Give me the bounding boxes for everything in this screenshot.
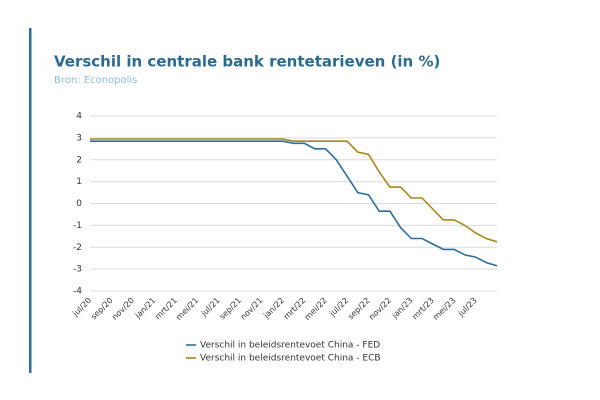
accent-bar xyxy=(29,28,32,373)
x-tick-label: jul/23 xyxy=(456,296,479,319)
y-tick-label: -2 xyxy=(73,243,82,253)
chart-title: Verschil in centrale bank rentetarieven … xyxy=(54,53,440,71)
x-tick-label: nov/20 xyxy=(110,296,136,322)
x-tick-label: sep/22 xyxy=(346,296,371,321)
y-tick-label: -4 xyxy=(73,287,82,297)
x-tick-label: mei/22 xyxy=(303,296,329,322)
x-tick-label: sep/20 xyxy=(89,296,114,321)
y-tick-label: -3 xyxy=(73,265,82,275)
x-tick-label: nov/22 xyxy=(367,296,393,322)
y-tick-label: 1 xyxy=(76,177,82,187)
x-tick-label: mei/21 xyxy=(174,296,200,322)
x-tick-label: jan/23 xyxy=(390,296,415,321)
chart-subtitle: Bron: Econopolis xyxy=(54,75,137,86)
line xyxy=(90,140,498,267)
x-tick-label: nov/21 xyxy=(239,296,265,322)
y-tick-label: -1 xyxy=(73,221,82,231)
y-tick-label: 3 xyxy=(76,133,82,143)
x-tick-label: jan/21 xyxy=(133,296,158,321)
line xyxy=(90,138,498,243)
x-tick-label: mei/23 xyxy=(431,296,457,322)
x-tick-label: sep/21 xyxy=(218,296,243,321)
legend-label: Verschil in beleidsrentevoet China - ECB xyxy=(200,354,381,364)
x-tick-label: jan/22 xyxy=(261,296,286,321)
y-tick-label: 2 xyxy=(76,155,82,165)
legend-label: Verschil in beleidsrentevoet China - FED xyxy=(200,341,380,351)
y-tick-label: 0 xyxy=(76,199,82,209)
y-tick-label: 4 xyxy=(76,112,82,122)
